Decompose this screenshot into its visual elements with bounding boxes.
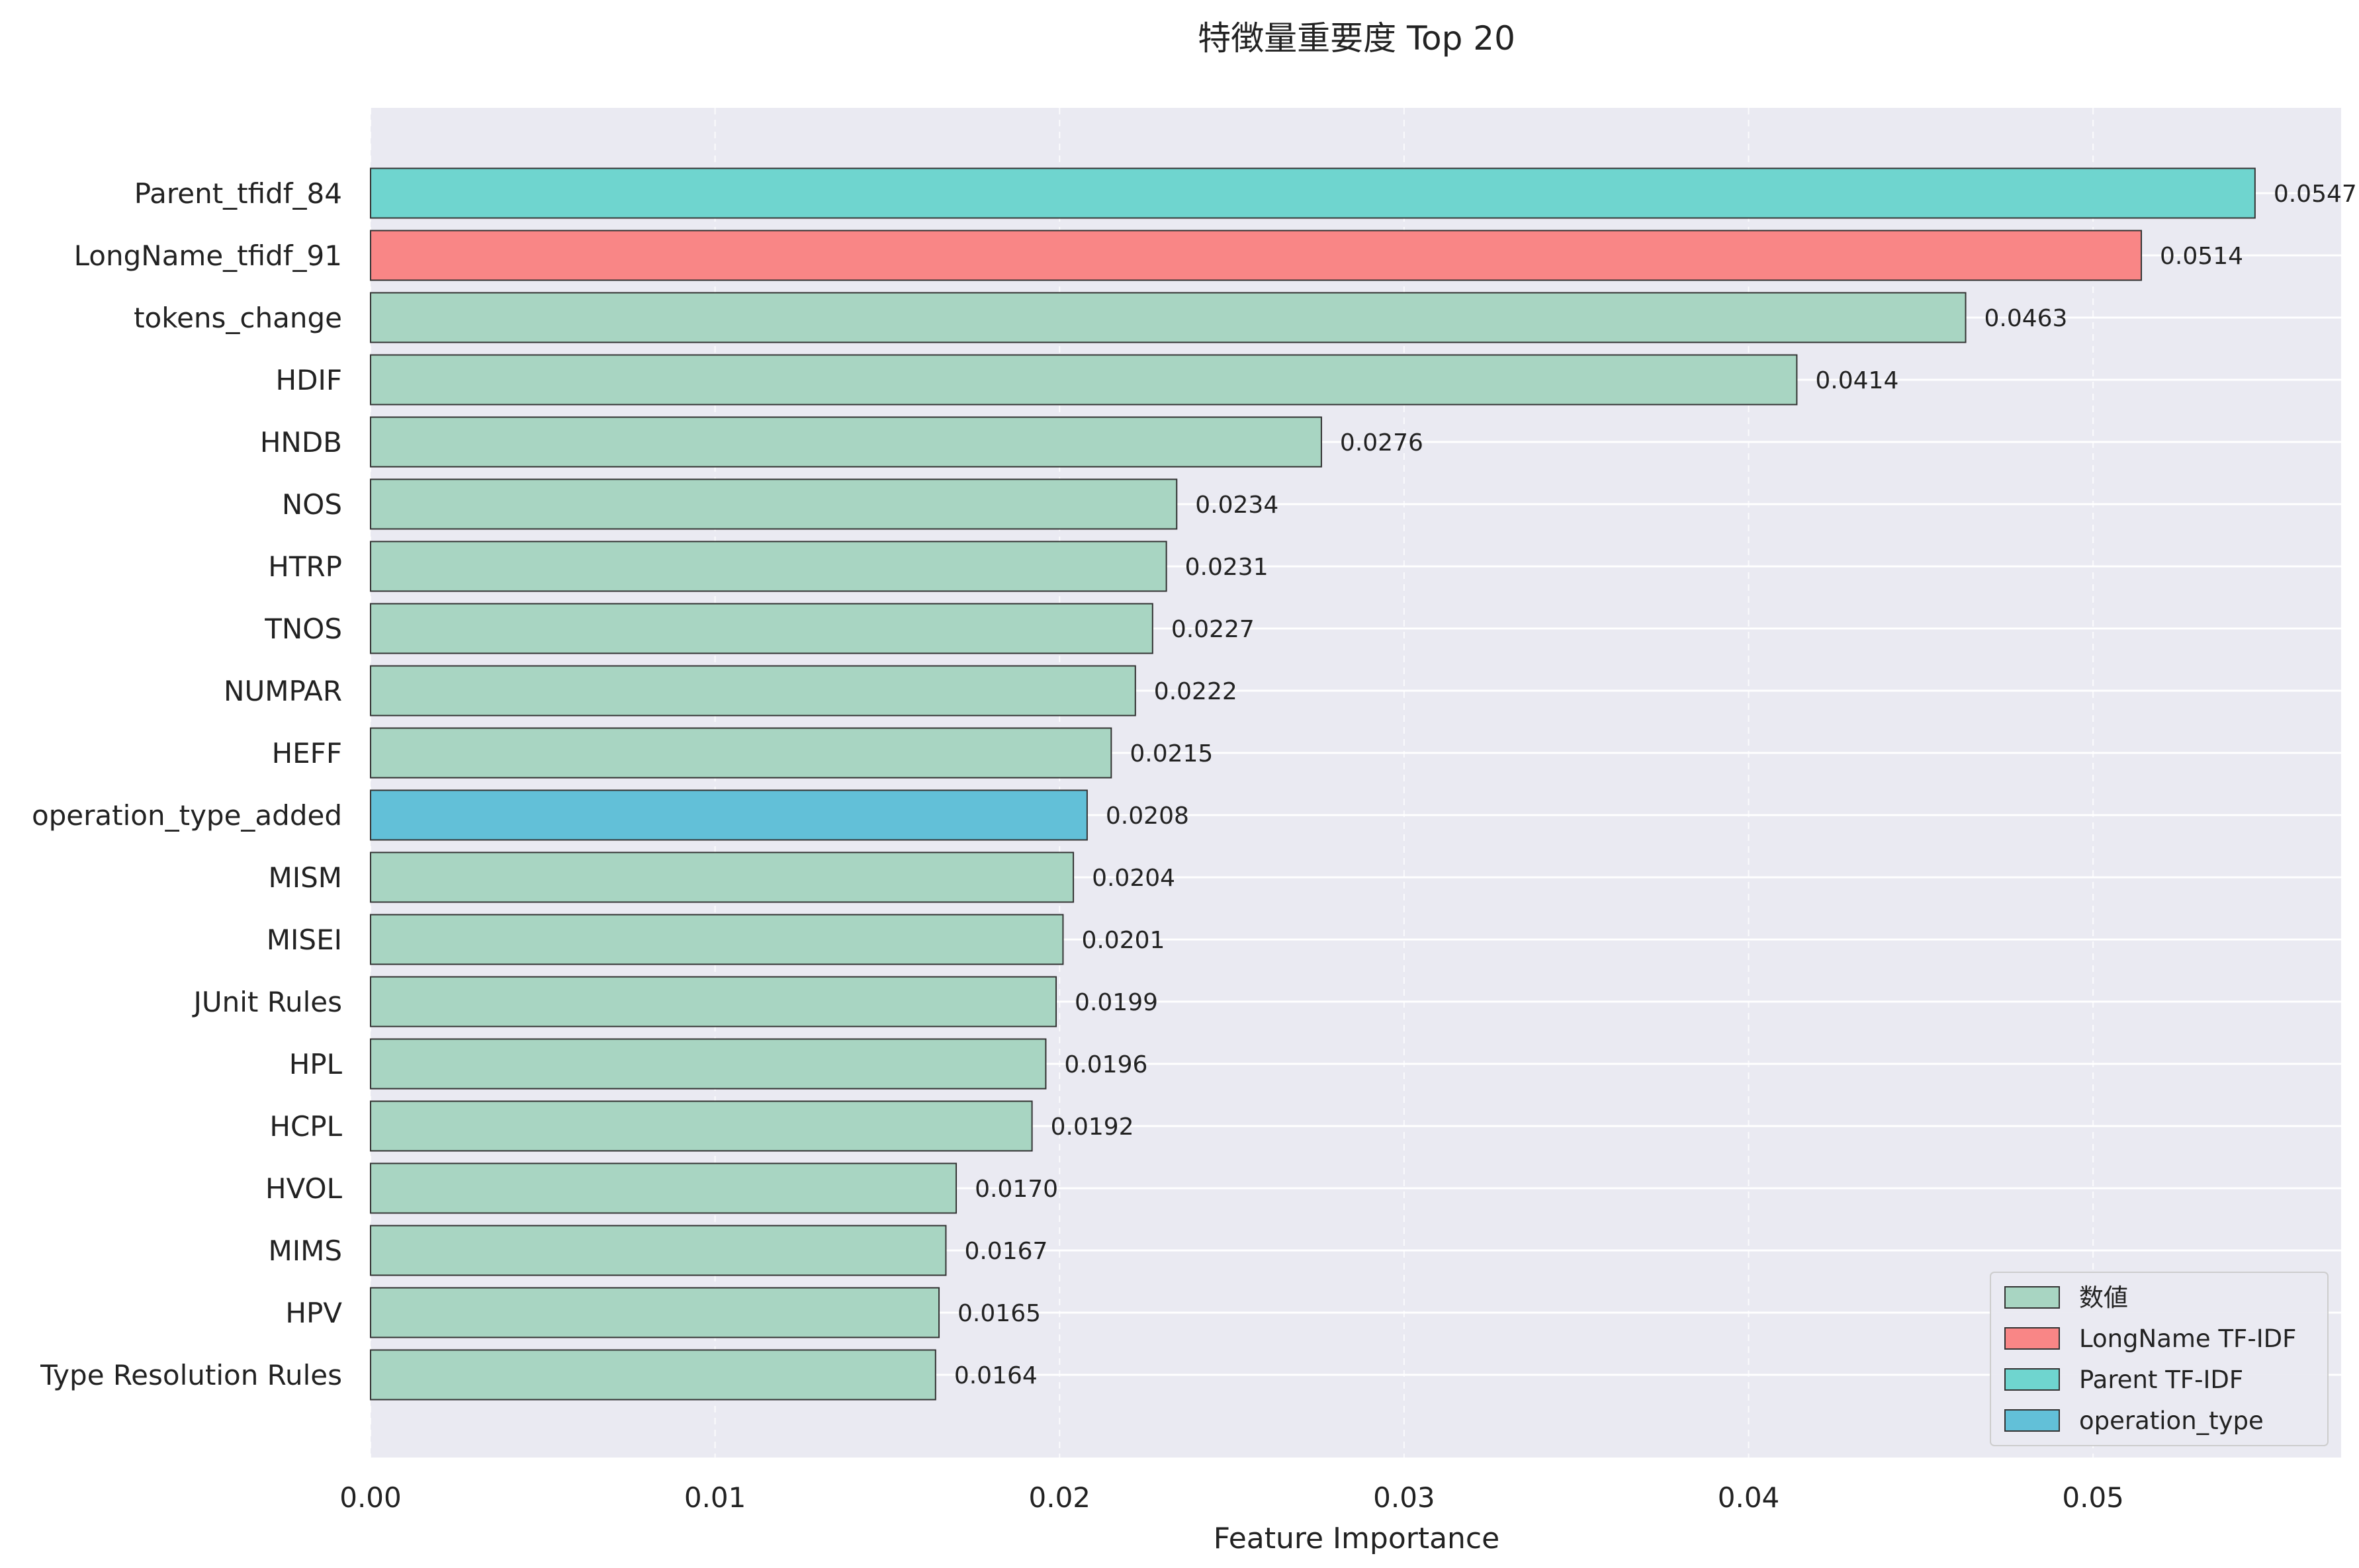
- bar: [370, 478, 1178, 530]
- category-label: NUMPAR: [224, 675, 342, 707]
- bar: [370, 1225, 947, 1276]
- legend-label: 数値: [2079, 1284, 2128, 1312]
- value-labels-group: 0.0547 0.0514 0.0463 0.0414 0.0276 0.0234 0.02…: [954, 181, 2357, 1389]
- category-label: HDIF: [276, 364, 342, 396]
- legend-box: [1990, 1272, 2329, 1446]
- bar: [370, 1162, 957, 1214]
- bar: [370, 1287, 940, 1338]
- legend: 数値 LongName TF-IDF Parent TF-IDF operation_…: [1990, 1272, 2329, 1446]
- bar: [370, 1349, 936, 1401]
- legend-swatch: [2004, 1327, 2060, 1350]
- category-label: Parent_tfidf_84: [134, 177, 342, 210]
- value-label: 0.0276: [1340, 429, 1423, 457]
- category-label: MISM: [268, 861, 342, 894]
- bar: [370, 665, 1136, 717]
- value-label: 0.0547: [2274, 181, 2357, 208]
- value-label: 0.0463: [1984, 305, 2068, 332]
- legend-swatch: [2004, 1409, 2060, 1432]
- category-label: HNDB: [260, 426, 342, 458]
- category-label: HPV: [285, 1297, 342, 1329]
- category-label: NOS: [282, 488, 342, 521]
- category-label: MISEI: [267, 924, 342, 956]
- value-label: 0.0165: [957, 1300, 1041, 1327]
- bar: [370, 789, 1088, 841]
- category-label: LongName_tfidf_91: [74, 240, 342, 272]
- bar: [370, 976, 1057, 1027]
- value-label: 0.0199: [1075, 989, 1158, 1016]
- category-labels-group: Parent_tfidf_84 LongName_tfidf_91 tokens_c…: [32, 177, 343, 1391]
- chart-title: 特徴量重要度 Top 20: [1198, 19, 1515, 58]
- category-label: Type Resolution Rules: [40, 1359, 342, 1391]
- value-label: 0.0222: [1154, 678, 1237, 705]
- value-label: 0.0192: [1051, 1113, 1134, 1141]
- legend-swatch: [2004, 1368, 2060, 1391]
- category-label: JUnit Rules: [191, 986, 342, 1018]
- x-tick-label: 0.01: [684, 1481, 746, 1514]
- value-label: 0.0227: [1171, 616, 1255, 643]
- x-tick-labels-group: 0.00 0.01 0.02 0.03 0.04 0.05: [339, 1481, 2124, 1514]
- x-tick-label: 0.05: [2062, 1481, 2124, 1514]
- value-label: 0.0170: [975, 1176, 1058, 1203]
- x-tick-label: 0.00: [339, 1481, 402, 1514]
- value-label: 0.0231: [1185, 554, 1269, 581]
- value-label: 0.0514: [2160, 243, 2243, 270]
- category-label: HTRP: [268, 550, 342, 583]
- value-label: 0.0215: [1130, 740, 1213, 767]
- category-label: TNOS: [264, 613, 342, 645]
- legend-label: Parent TF-IDF: [2079, 1366, 2243, 1394]
- category-label: HEFF: [272, 737, 342, 769]
- bar: [370, 354, 1798, 406]
- bar: [370, 1038, 1047, 1090]
- bar: [370, 603, 1153, 654]
- x-tick-label: 0.02: [1029, 1481, 1091, 1514]
- value-label: 0.0164: [954, 1362, 1038, 1389]
- bar: [370, 727, 1112, 779]
- bar: [370, 541, 1167, 592]
- category-label: operation_type_added: [32, 799, 342, 832]
- category-label: tokens_change: [134, 302, 342, 334]
- value-label: 0.0208: [1106, 803, 1189, 830]
- bar: [370, 230, 2143, 281]
- legend-swatch: [2004, 1286, 2060, 1309]
- bars-group: [370, 167, 2256, 1401]
- category-label: MIMS: [268, 1235, 342, 1267]
- value-label: 0.0234: [1195, 492, 1278, 519]
- legend-label: operation_type: [2079, 1407, 2264, 1435]
- bar: [370, 416, 1322, 468]
- value-label: 0.0201: [1081, 927, 1165, 954]
- x-axis-label: Feature Importance: [1214, 1522, 1499, 1555]
- value-label: 0.0167: [964, 1238, 1047, 1265]
- value-label: 0.0204: [1092, 865, 1175, 892]
- value-label: 0.0414: [1815, 367, 1898, 394]
- legend-label: LongName TF-IDF: [2079, 1325, 2296, 1353]
- bar: [370, 292, 1967, 343]
- bar: [370, 1100, 1033, 1152]
- category-label: HVOL: [265, 1172, 343, 1205]
- category-label: HCPL: [269, 1110, 342, 1143]
- bar: [370, 851, 1075, 903]
- value-label: 0.0196: [1064, 1051, 1147, 1078]
- bar: [370, 167, 2256, 219]
- category-label: HPL: [289, 1048, 343, 1080]
- x-tick-label: 0.03: [1373, 1481, 1435, 1514]
- x-tick-label: 0.04: [1718, 1481, 1780, 1514]
- bar: [370, 914, 1064, 965]
